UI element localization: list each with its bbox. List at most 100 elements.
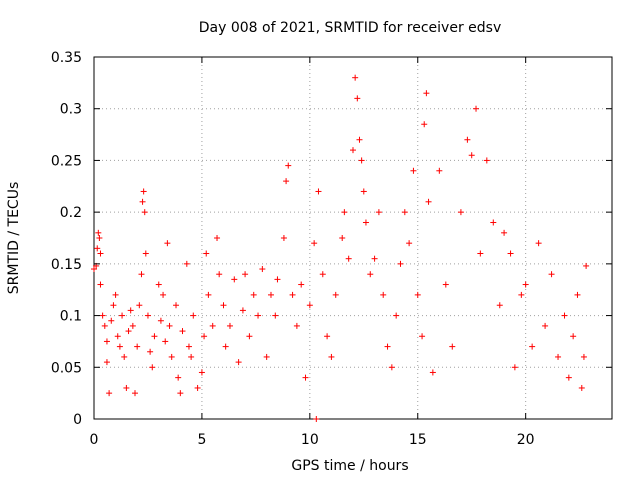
data-point <box>121 353 128 360</box>
data-point <box>319 271 326 278</box>
data-point <box>578 384 585 391</box>
data-point <box>518 291 525 298</box>
data-point <box>280 235 287 241</box>
data-point <box>341 209 348 216</box>
data-point <box>293 322 300 329</box>
data-point <box>119 312 126 319</box>
data-point <box>116 343 123 350</box>
data-point <box>185 343 192 350</box>
data-point <box>561 312 568 319</box>
data-point <box>239 307 246 314</box>
data-point <box>298 281 305 288</box>
data-point <box>216 271 223 278</box>
data-point <box>419 333 426 340</box>
data-point <box>151 333 158 340</box>
data-point <box>103 359 110 366</box>
data-point <box>110 302 117 309</box>
data-point <box>285 162 292 169</box>
y-tick-label: 0.35 <box>51 50 82 66</box>
data-point <box>166 322 173 329</box>
data-point <box>529 343 536 350</box>
data-point <box>393 312 400 319</box>
data-point <box>350 147 356 154</box>
data-point <box>175 374 182 381</box>
data-point <box>106 390 113 397</box>
data-point <box>190 312 197 319</box>
grid <box>94 57 612 419</box>
data-point <box>108 317 115 324</box>
data-point <box>140 188 147 195</box>
data-point <box>242 271 249 278</box>
data-point <box>134 343 141 350</box>
data-point <box>332 291 339 298</box>
x-axis-label: GPS time / hours <box>291 458 408 474</box>
y-tick-label: 0.2 <box>60 205 82 221</box>
data-point <box>362 219 369 226</box>
data-point <box>95 229 102 236</box>
data-point <box>429 369 436 376</box>
data-point <box>198 369 205 376</box>
data-point <box>222 343 229 350</box>
data-point <box>96 235 103 241</box>
x-tick-label: 10 <box>301 432 319 448</box>
data-point <box>388 364 395 371</box>
y-axis-label: SRMTID / TECUs <box>6 182 22 295</box>
data-point <box>267 291 274 298</box>
data-point <box>160 291 167 298</box>
data-point <box>99 312 106 319</box>
data-point <box>157 317 164 324</box>
y-tick-label: 0.05 <box>51 360 82 376</box>
data-point <box>289 291 296 298</box>
y-tick-label: 0.15 <box>51 257 82 273</box>
data-point <box>380 291 387 298</box>
data-point <box>473 105 480 112</box>
data-point <box>384 343 391 350</box>
data-point <box>410 167 417 174</box>
data-point <box>220 302 227 309</box>
data-point <box>164 240 171 247</box>
data-point <box>570 333 577 340</box>
data-point <box>231 276 238 283</box>
data-point <box>352 74 359 81</box>
data-point <box>522 281 529 288</box>
data-point <box>194 384 201 391</box>
axis-ticks: 0 0.05 0.1 0.15 0.2 0.25 0.3 0.35 0 5 10 15 20 <box>51 50 612 448</box>
data-point <box>97 250 104 257</box>
data-point <box>406 240 413 247</box>
data-point <box>142 250 149 257</box>
data-point <box>263 353 270 360</box>
data-point <box>306 302 313 309</box>
data-point <box>367 271 374 278</box>
data-point <box>401 209 408 216</box>
data-point <box>132 390 139 397</box>
data-point <box>360 188 367 195</box>
data-point <box>449 343 456 350</box>
data-point <box>91 266 97 273</box>
data-point <box>173 302 180 309</box>
data-point <box>209 322 216 329</box>
data-point <box>162 338 169 345</box>
data-point <box>548 271 555 278</box>
x-tick-label: 20 <box>517 432 535 448</box>
data-point <box>97 281 104 288</box>
chart-title: Day 008 of 2021, SRMTID for receiver eds… <box>199 20 502 36</box>
data-point <box>114 333 121 340</box>
data-point <box>583 262 590 269</box>
data-point <box>501 229 508 236</box>
data-point <box>129 322 136 329</box>
data-point <box>123 384 130 391</box>
data-point <box>283 178 290 185</box>
data-point <box>339 235 346 241</box>
data-point <box>155 281 162 288</box>
data-point <box>188 353 195 360</box>
data-point <box>205 291 212 298</box>
data-point <box>127 307 134 314</box>
data-point <box>555 353 562 360</box>
data-point <box>468 152 475 159</box>
data-point <box>144 312 151 319</box>
data-point <box>457 209 464 216</box>
y-tick-label: 0 <box>73 412 82 428</box>
data-point <box>259 266 266 273</box>
x-tick-label: 0 <box>90 432 99 448</box>
x-tick-label: 15 <box>409 432 427 448</box>
